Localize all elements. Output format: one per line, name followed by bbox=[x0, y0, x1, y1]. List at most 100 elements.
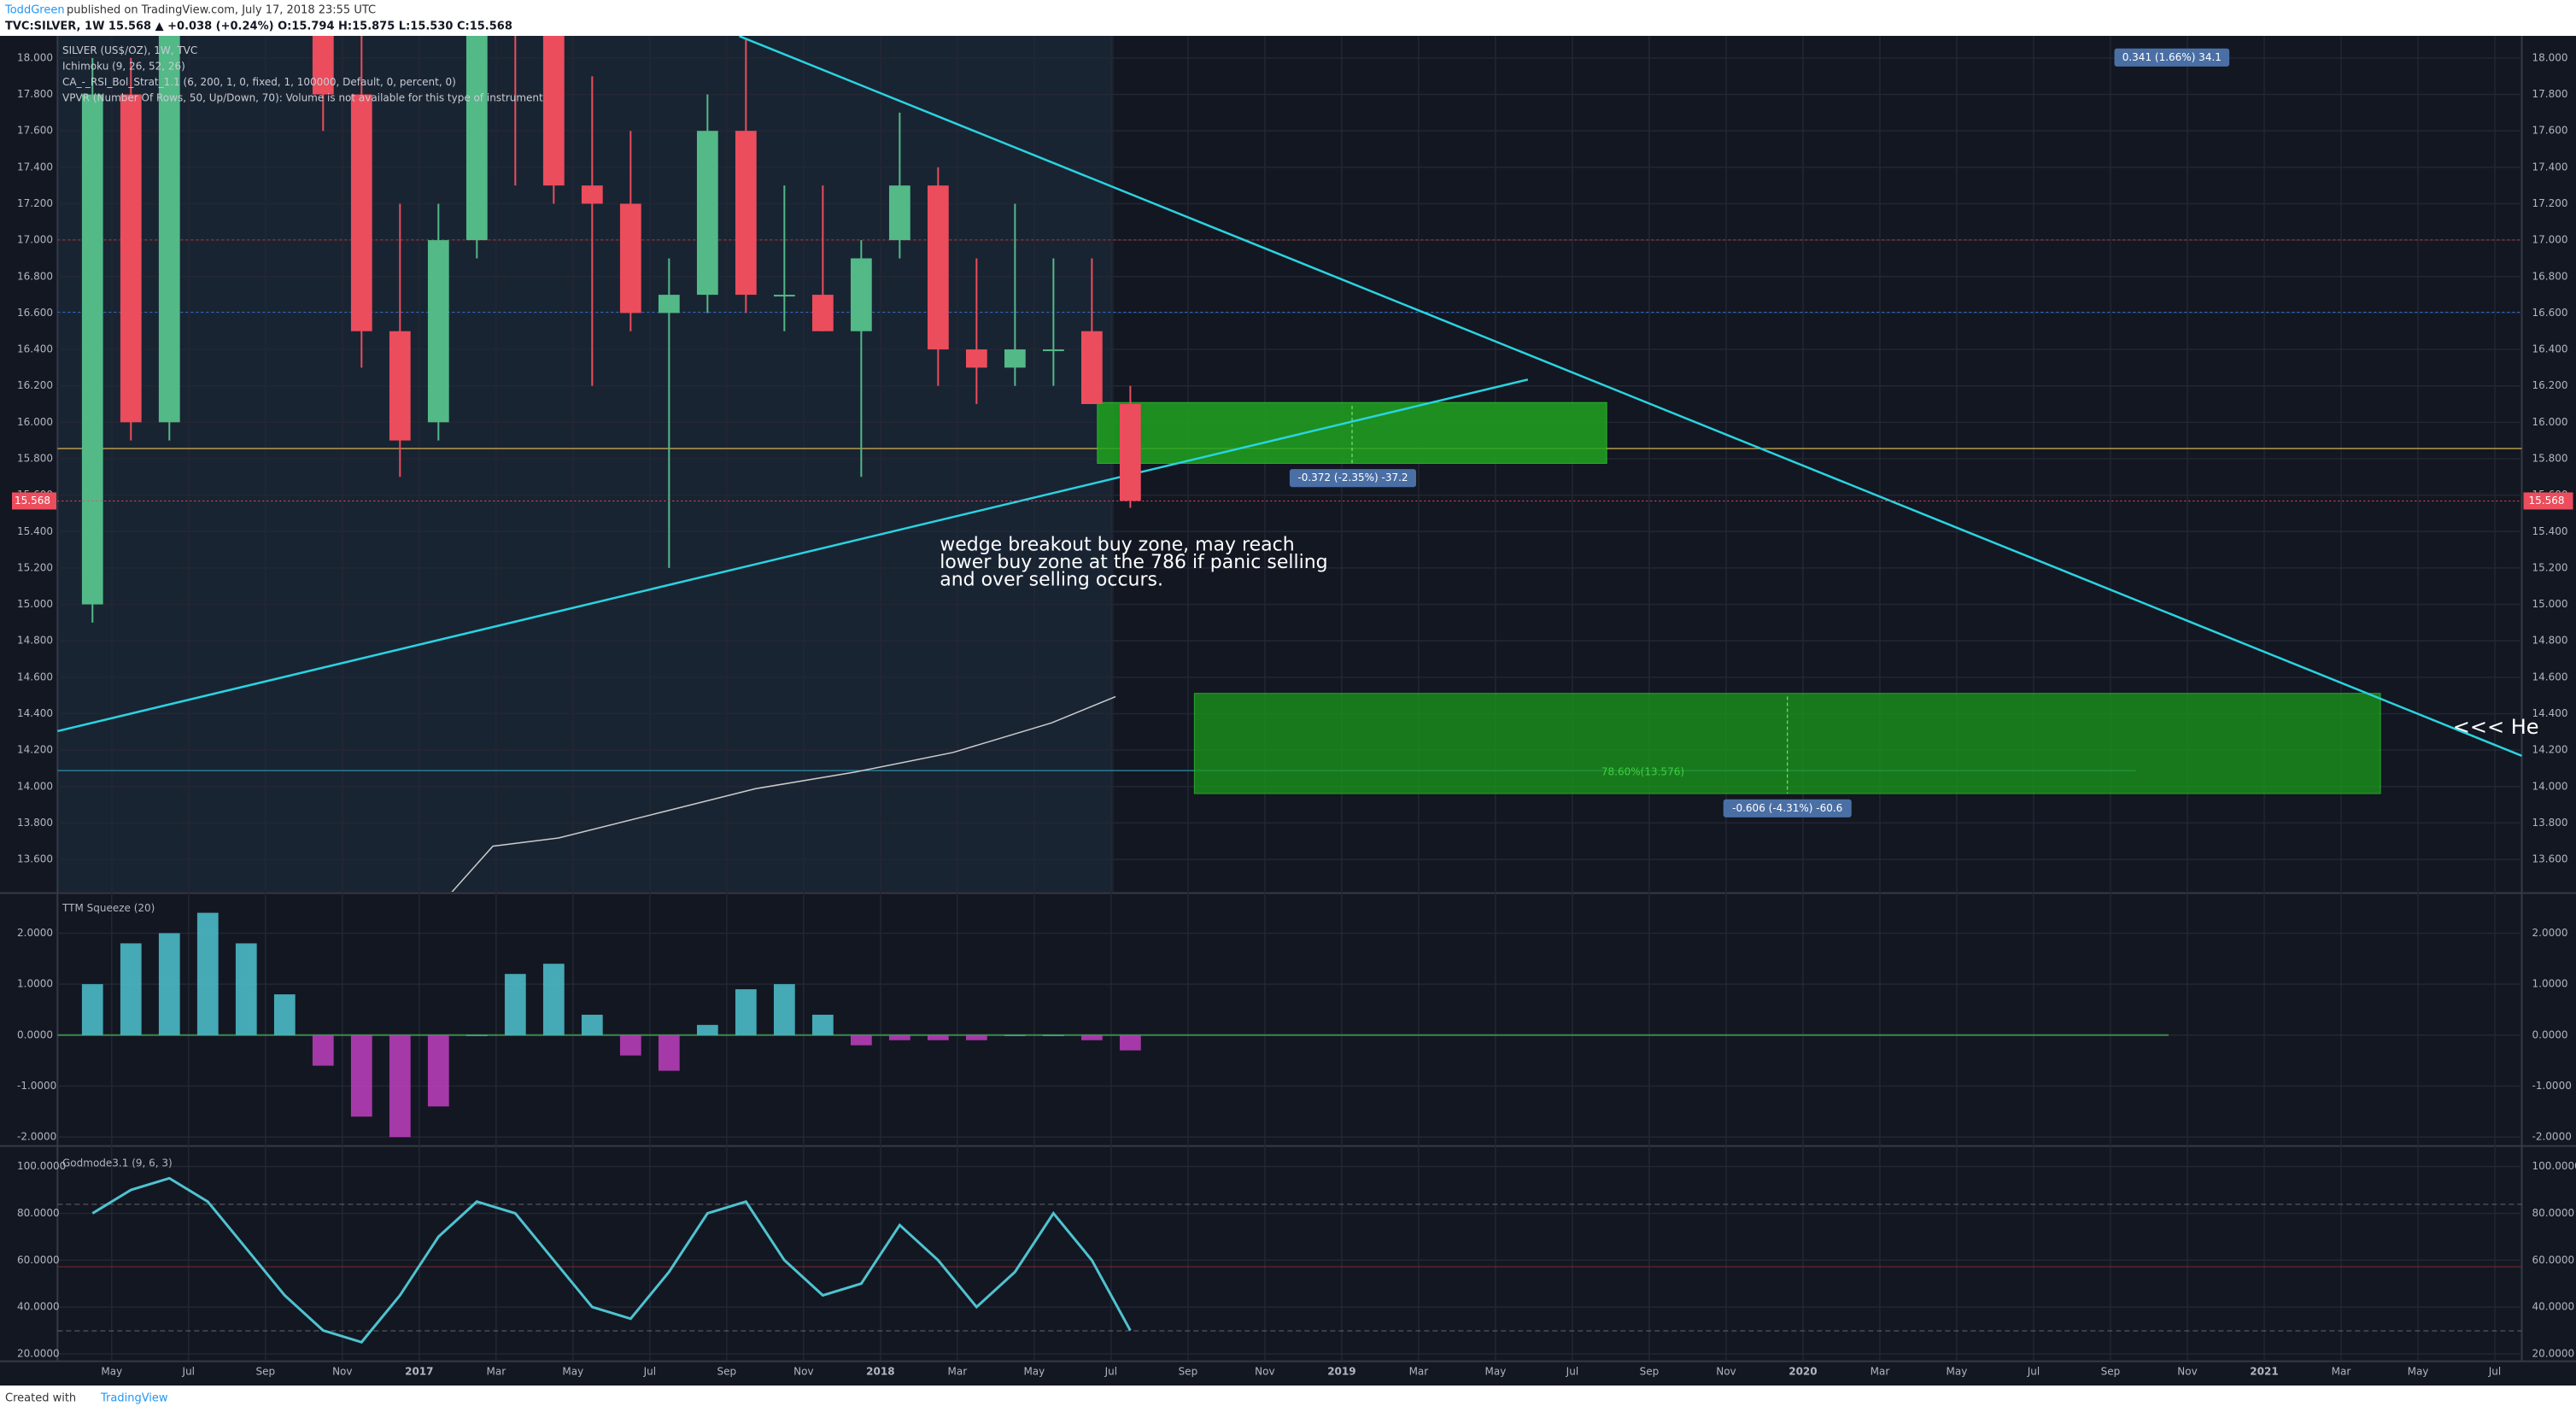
published: published on TradingView.com, July 17, 2… bbox=[67, 4, 376, 17]
last-price-box bbox=[2523, 492, 2573, 510]
y-tick-label: 0.0000 bbox=[2532, 1028, 2568, 1040]
histogram-bar bbox=[81, 984, 103, 1035]
histogram-bar bbox=[1042, 1034, 1064, 1036]
candle-body bbox=[1081, 331, 1103, 405]
y-tick-label: -2.0000 bbox=[2532, 1131, 2572, 1143]
y-tick-label-left: 15.200 bbox=[17, 561, 53, 573]
y-tick-label-left: 14.400 bbox=[17, 707, 53, 719]
y-tick-label-left: 16.200 bbox=[17, 379, 53, 391]
y-tick-label-left: 15.400 bbox=[17, 525, 53, 537]
x-tick-label: Nov bbox=[2177, 1366, 2197, 1378]
x-tick-label: 2019 bbox=[1327, 1366, 1355, 1378]
histogram-bar bbox=[273, 994, 296, 1035]
legend-entry: Ichimoku (9, 26, 52, 26) bbox=[62, 61, 185, 73]
y-tick-label: 17.600 bbox=[2532, 125, 2568, 137]
y-tick-label-left: 16.600 bbox=[17, 307, 53, 319]
y-tick-label: 14.400 bbox=[2532, 707, 2568, 719]
y-tick-label-left: 17.800 bbox=[17, 88, 53, 100]
x-tick-label: Sep bbox=[1179, 1366, 1198, 1378]
legend-entry: CA_-_RSI_Bol_Strat_1.1 (6, 200, 1, 0, fi… bbox=[62, 76, 456, 88]
footer-brand: TradingView bbox=[100, 1392, 168, 1405]
candle-body bbox=[658, 295, 680, 313]
y-tick-label: 100.0000 bbox=[2532, 1160, 2576, 1172]
histogram-bar bbox=[965, 1034, 987, 1040]
histogram-bar bbox=[773, 984, 795, 1035]
x-tick-label: Mar bbox=[1871, 1366, 1890, 1378]
x-tick-label: Mar bbox=[2332, 1366, 2351, 1378]
y-tick-label-left: 14.000 bbox=[17, 780, 53, 792]
y-tick-label-left: 18.000 bbox=[17, 51, 53, 63]
price-layer bbox=[57, 36, 2522, 892]
note-text: lower buy zone at the 786 if panic selli… bbox=[940, 552, 1327, 573]
y-tick-label: 16.200 bbox=[2532, 379, 2568, 391]
x-tick-label: 2017 bbox=[405, 1366, 433, 1378]
histogram-bar bbox=[696, 1024, 718, 1035]
y-tick-label: 14.800 bbox=[2532, 635, 2568, 647]
fib-label: 78.60%(13.576) bbox=[1601, 766, 1684, 778]
x-tick-label: Mar bbox=[1409, 1366, 1429, 1378]
measure-label: 0.341 (1.66%) 34.1 bbox=[2122, 51, 2222, 63]
histogram-bar bbox=[196, 912, 219, 1035]
note-text: and over selling occurs. bbox=[940, 569, 1163, 590]
y-tick-label-left: 14.200 bbox=[17, 744, 53, 756]
y-tick-label: 80.0000 bbox=[2532, 1207, 2575, 1219]
x-tick-label: May bbox=[101, 1366, 122, 1378]
footer-created: Created with bbox=[5, 1392, 76, 1405]
measure-label: -0.372 (-2.35%) -37.2 bbox=[1297, 472, 1408, 483]
histogram-bar bbox=[619, 1034, 641, 1056]
candle-body bbox=[427, 240, 449, 423]
x-tick-label: Sep bbox=[717, 1366, 737, 1378]
x-tick-label: Nov bbox=[793, 1366, 813, 1378]
y-tick-label: 17.200 bbox=[2532, 197, 2568, 209]
x-tick-label: May bbox=[1947, 1366, 1968, 1378]
x-tick-label: Nov bbox=[1255, 1366, 1274, 1378]
highlight-region bbox=[57, 36, 1114, 892]
histogram-bar bbox=[235, 943, 257, 1035]
histogram-bar bbox=[1120, 1034, 1141, 1051]
footer-bar bbox=[0, 1386, 2576, 1412]
y-tick-label-left: 15.000 bbox=[17, 598, 53, 610]
candle-body bbox=[542, 36, 565, 186]
candle-body bbox=[811, 295, 834, 331]
histogram-bar bbox=[1004, 1034, 1026, 1036]
x-tick-label: Nov bbox=[1716, 1366, 1736, 1378]
candle-body bbox=[120, 94, 142, 423]
vpvr-curve bbox=[451, 695, 1116, 892]
x-tick-label: Jul bbox=[2027, 1366, 2040, 1378]
candle-body bbox=[965, 349, 987, 368]
histogram-bar bbox=[735, 989, 757, 1035]
y-tick-label: 16.600 bbox=[2532, 307, 2568, 319]
last-price-label: 15.568 bbox=[15, 495, 50, 507]
x-tick-label: 2020 bbox=[1789, 1366, 1817, 1378]
y-tick-label: 2.0000 bbox=[2532, 927, 2568, 939]
candle-body bbox=[350, 94, 372, 331]
x-tick-label: May bbox=[1485, 1366, 1507, 1378]
histogram-bar bbox=[312, 1034, 334, 1066]
candle-body bbox=[465, 36, 488, 241]
y-tick-label: 13.800 bbox=[2532, 817, 2568, 829]
y-tick-label: 17.400 bbox=[2532, 161, 2568, 173]
histogram-bar bbox=[120, 943, 142, 1035]
measure-box bbox=[2114, 48, 2230, 67]
histogram-bar bbox=[465, 1034, 488, 1036]
pane-title: Godmode3.1 (9, 6, 3) bbox=[62, 1157, 173, 1169]
candle-body bbox=[888, 185, 910, 241]
y-tick-label: 15.000 bbox=[2532, 598, 2568, 610]
y-tick-label-left: 80.0000 bbox=[17, 1207, 60, 1219]
candle-body bbox=[1042, 349, 1064, 352]
y-tick-label: 15.200 bbox=[2532, 561, 2568, 573]
y-tick-label-left: 20.0000 bbox=[17, 1347, 60, 1359]
note-text: wedge breakout buy zone, may reach bbox=[940, 535, 1294, 556]
histogram-bar bbox=[158, 933, 180, 1035]
histogram-bar bbox=[1081, 1034, 1103, 1040]
y-tick-label: 14.200 bbox=[2532, 744, 2568, 756]
trend-line bbox=[739, 36, 2522, 757]
symbol-line: TVC:SILVER, 1W 15.568 ▲ +0.038 (+0.24%) … bbox=[5, 21, 512, 33]
histogram-bar bbox=[888, 1034, 910, 1040]
candle-body bbox=[927, 185, 949, 350]
x-tick-label: Sep bbox=[255, 1366, 275, 1378]
histogram-bar bbox=[927, 1034, 949, 1040]
legend-entry: VPVR (Number Of Rows, 50, Up/Down, 70): … bbox=[62, 92, 543, 104]
histogram-bar bbox=[542, 964, 565, 1035]
